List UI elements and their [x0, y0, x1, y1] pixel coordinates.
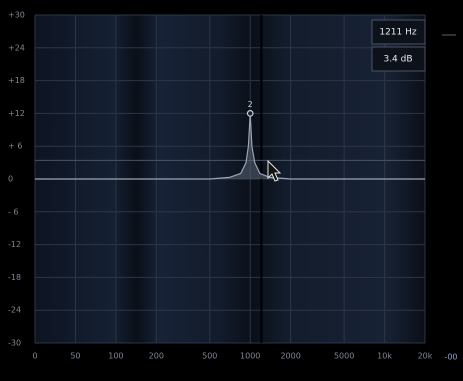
y-tick-label: -24 [8, 306, 21, 315]
band-node [246, 109, 254, 117]
x-tick-label: 500 [202, 352, 217, 361]
mouse-pointer [267, 159, 282, 182]
x-tick-label: 20k [418, 352, 433, 361]
x-tick-label: 5000 [334, 352, 354, 361]
x-tick-label: 50 [70, 352, 80, 361]
y-tick-label: 0 [8, 175, 13, 184]
x-tick-label: 10k [377, 352, 392, 361]
band-label: 2 [248, 100, 253, 109]
readout-box [371, 19, 426, 45]
x-tick-label: 100 [108, 352, 123, 361]
freq-readout: 1211 Hz [379, 28, 417, 38]
readout-box [371, 46, 426, 72]
y-tick-label: - 6 [8, 207, 19, 216]
x-tick-label: 1000 [240, 352, 260, 361]
y-tick-label: +30 [8, 11, 25, 20]
x-tick-label: 0 [32, 352, 37, 361]
x-tick-label: 2000 [280, 352, 300, 361]
y-tick-label: + 6 [8, 142, 22, 151]
y-tick-label: +18 [8, 76, 25, 85]
output-label: -00 [444, 353, 457, 362]
gain-readout: 3.4 dB [383, 55, 412, 65]
x-tick-label: 200 [149, 352, 164, 361]
y-tick-label: -18 [8, 273, 21, 282]
y-tick-label: -12 [8, 240, 21, 249]
y-tick-label: +12 [8, 109, 25, 118]
y-tick-label: +24 [8, 43, 25, 52]
y-tick-label: -30 [8, 339, 21, 348]
